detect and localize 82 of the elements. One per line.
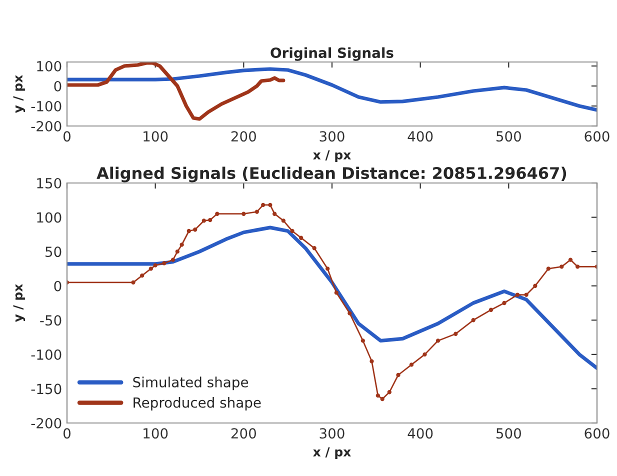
y-tick-label: -200: [31, 418, 62, 428]
y-tick-label: -100: [31, 100, 62, 112]
point: [546, 266, 550, 271]
point: [560, 264, 564, 269]
x-tick-label: 0: [63, 131, 70, 142]
point: [422, 352, 427, 357]
point: [326, 266, 330, 271]
x-tick-label: 100: [144, 428, 168, 439]
line-series: [67, 67, 597, 112]
point: [272, 212, 277, 216]
point: [202, 218, 206, 223]
x-tick-label: 200: [231, 428, 256, 439]
point: [471, 318, 476, 322]
point: [533, 284, 538, 288]
point: [186, 228, 191, 234]
point: [454, 332, 458, 336]
y-axis-title: y / px: [13, 284, 26, 322]
point: [208, 218, 212, 222]
point: [162, 261, 166, 266]
y-tick-label: 0: [54, 80, 62, 92]
point: [360, 338, 365, 343]
point: [515, 292, 520, 297]
point: [436, 338, 440, 343]
y-tick-label: -150: [31, 384, 62, 394]
point: [153, 263, 158, 268]
x-axis-title: x / px: [313, 150, 351, 162]
x-tick-label: 300: [320, 428, 344, 439]
line-series: [67, 62, 286, 121]
x-tick-label: 500: [496, 131, 521, 142]
point: [488, 308, 494, 312]
y-tick-label: 100: [37, 60, 62, 72]
y-tick-label: -50: [40, 315, 62, 326]
point: [380, 396, 384, 402]
point: [261, 202, 266, 208]
y-tick-label: 50: [46, 246, 62, 258]
x-tick-label: 500: [496, 428, 521, 439]
point: [180, 242, 184, 247]
point: [370, 359, 374, 364]
point: [175, 249, 180, 254]
chart-title: Original Signals: [270, 47, 394, 61]
point: [290, 228, 294, 234]
line-series: [67, 226, 597, 370]
point: [268, 202, 272, 208]
point: [334, 290, 338, 295]
point: [140, 273, 144, 278]
point: [148, 266, 153, 271]
x-tick-label: 600: [584, 131, 610, 142]
y-tick-label: 0: [54, 280, 62, 292]
point: [131, 280, 136, 285]
point: [254, 210, 259, 214]
point: [524, 292, 528, 297]
point: [299, 236, 304, 240]
point: [575, 264, 580, 269]
point: [242, 212, 246, 216]
point: [348, 311, 352, 316]
legend-label: Simulated shape: [133, 376, 248, 390]
point: [396, 372, 400, 378]
point: [409, 362, 414, 367]
point: [568, 258, 573, 262]
y-axis-title: y / px: [13, 74, 26, 114]
point: [170, 258, 176, 262]
x-axis-title: x / px: [313, 447, 351, 459]
point: [376, 393, 380, 398]
point: [387, 390, 392, 394]
point: [215, 212, 220, 216]
x-tick-label: 100: [144, 131, 168, 142]
x-tick-label: 0: [63, 428, 70, 439]
y-tick-label: -200: [31, 120, 62, 132]
x-tick-label: 400: [408, 428, 433, 439]
y-tick-label: 100: [37, 212, 62, 223]
x-tick-label: 400: [408, 131, 433, 142]
x-tick-label: 200: [231, 131, 256, 142]
legend-label: Reproduced shape: [134, 397, 261, 410]
point: [281, 218, 286, 223]
y-tick-label: -100: [31, 349, 62, 360]
chart-title: Aligned Signals (Euclidean Distance: 20851.296467): [96, 166, 566, 182]
y-tick-label: 150: [37, 178, 62, 188]
x-tick-label: 300: [320, 131, 344, 142]
point: [193, 228, 198, 232]
point: [312, 246, 316, 250]
x-tick-label: 600: [584, 428, 610, 439]
point: [502, 300, 506, 306]
